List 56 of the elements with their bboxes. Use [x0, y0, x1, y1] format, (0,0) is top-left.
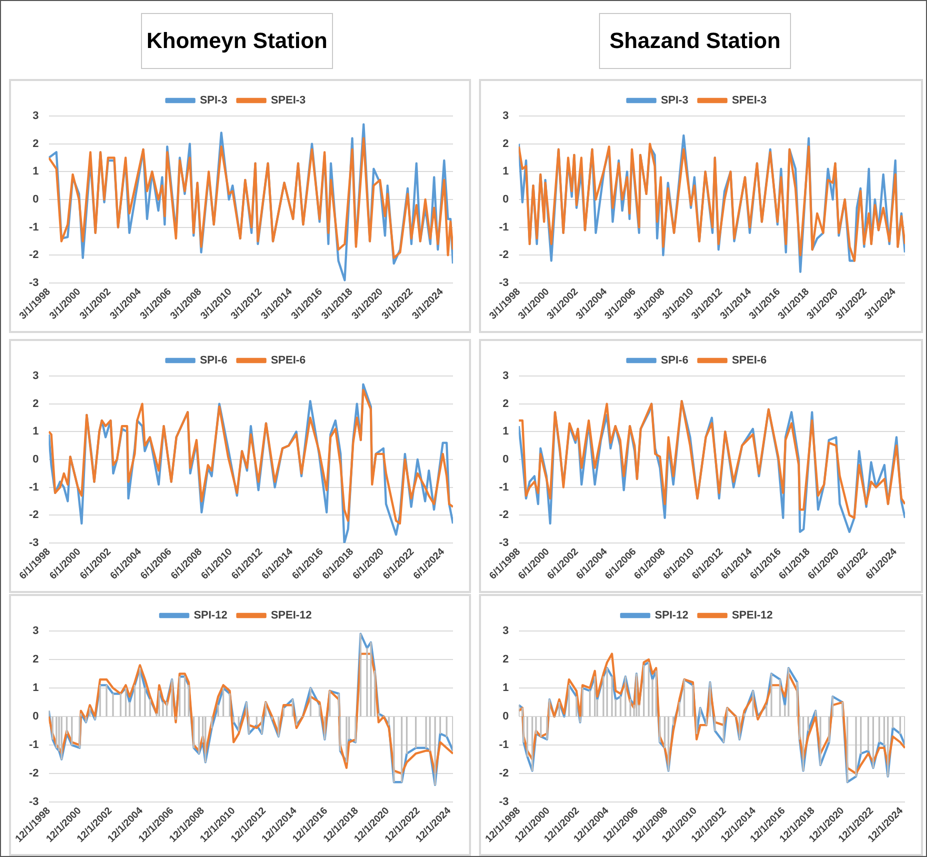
y-tick-label: 2	[32, 398, 39, 410]
y-tick-label: -1	[29, 481, 39, 494]
y-tick-label: 3	[502, 370, 509, 382]
legend-label: SPI-3	[660, 94, 688, 107]
y-tick-label: -3	[29, 796, 39, 808]
y-tick-label: -2	[29, 768, 39, 780]
y-tick-label: 0	[32, 454, 39, 466]
y-tick-label: 1	[502, 682, 509, 694]
y-tick-label: -2	[499, 249, 509, 262]
y-tick-label: 0	[502, 710, 509, 723]
y-tick-label: 2	[502, 398, 509, 410]
legend-label: SPI-6	[200, 354, 228, 367]
y-tick-label: 1	[32, 682, 39, 694]
legend-label: SPI-12	[194, 610, 228, 622]
y-tick-label: 2	[32, 138, 39, 150]
legend-label: SPEI-12	[732, 610, 773, 622]
y-tick-label: -3	[499, 537, 509, 550]
y-tick-label: -1	[499, 739, 509, 752]
y-tick-label: 0	[32, 710, 39, 723]
y-tick-label: -1	[29, 221, 39, 234]
legend-label: SPI-12	[654, 610, 688, 622]
y-tick-label: -1	[499, 221, 509, 234]
y-tick-label: -2	[29, 249, 39, 262]
y-tick-label: 1	[32, 166, 39, 178]
y-tick-label: 3	[502, 625, 509, 638]
legend-label: SPEI-12	[270, 610, 312, 622]
y-tick-label: 3	[32, 625, 39, 638]
y-tick-label: -3	[499, 796, 509, 808]
y-tick-label: 1	[502, 426, 509, 438]
legend-label: SPI-6	[660, 354, 688, 367]
y-tick-label: 0	[32, 194, 39, 206]
y-tick-label: -3	[29, 537, 39, 550]
y-tick-label: 2	[502, 654, 509, 666]
y-tick-label: 0	[502, 194, 509, 206]
y-tick-label: -1	[29, 739, 39, 752]
y-tick-label: 1	[502, 166, 509, 178]
y-tick-label: 2	[502, 138, 509, 150]
y-tick-label: 0	[502, 454, 509, 466]
chart-title: Khomeyn Station	[141, 13, 333, 69]
y-tick-label: -3	[29, 277, 39, 290]
y-tick-label: 2	[32, 654, 39, 666]
y-tick-label: -2	[29, 509, 39, 522]
y-tick-label: -3	[499, 277, 509, 290]
legend-label: SPEI-3	[270, 94, 306, 107]
chart-title: Shazand Station	[599, 13, 791, 69]
legend-label: SPEI-6	[270, 354, 306, 367]
y-tick-label: -2	[499, 509, 509, 522]
legend-label: SPI-3	[200, 94, 228, 107]
legend-label: SPEI-3	[732, 94, 767, 107]
y-tick-label: 3	[32, 370, 39, 382]
y-tick-label: -1	[499, 481, 509, 494]
y-tick-label: 3	[502, 110, 509, 122]
y-tick-label: 3	[32, 110, 39, 122]
y-tick-label: 1	[32, 426, 39, 438]
legend-label: SPEI-6	[732, 354, 767, 367]
y-tick-label: -2	[499, 768, 509, 780]
